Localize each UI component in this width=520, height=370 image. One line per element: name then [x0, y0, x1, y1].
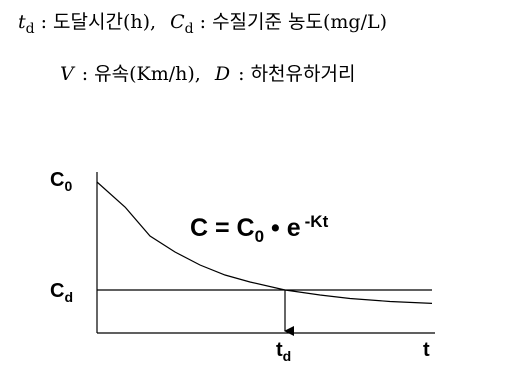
decay-curve: [96, 181, 433, 304]
legend-line-1: td: 도달시간(h), Cd: 수질기준 농도(mg/L): [18, 11, 387, 37]
symbol: C: [170, 11, 185, 33]
description: : 도달시간(h),: [41, 11, 156, 33]
symbol: t: [18, 11, 26, 33]
legend-line-2: V : 유속(Km/h), D : 하천유하거리: [60, 63, 355, 85]
cd-label: Cd: [50, 280, 73, 305]
label-main: t: [276, 339, 283, 361]
label-main: C: [50, 280, 64, 302]
formula-lhs: C = C: [190, 214, 255, 242]
td-label: td: [276, 339, 291, 364]
symbol: D: [214, 63, 230, 85]
label-main: C: [50, 169, 64, 191]
formula-sup: -Kt: [305, 212, 329, 231]
description: : 유속(Km/h),: [82, 63, 201, 85]
subscript: d: [185, 21, 194, 37]
subscript: d: [26, 21, 35, 37]
description: : 하천유하거리: [238, 63, 355, 85]
symbol: V: [60, 63, 76, 85]
formula: C = C0 • e -Kt: [190, 212, 329, 246]
label-sub: 0: [64, 178, 72, 194]
formula-sub: 0: [255, 227, 264, 246]
c0-label: C0: [50, 169, 72, 194]
label-sub: d: [283, 348, 292, 364]
formula-mid: • e: [264, 214, 301, 242]
label-sub: d: [64, 289, 73, 305]
description: : 수질기준 농도(mg/L): [200, 11, 387, 33]
t-label: t: [423, 339, 430, 361]
